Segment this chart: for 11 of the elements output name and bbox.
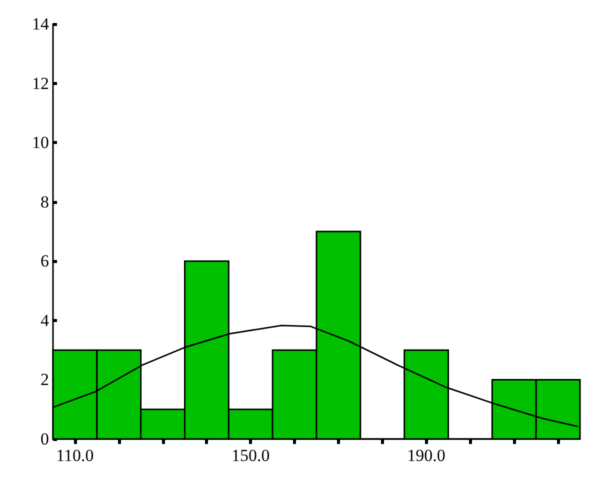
y-tick-label: 2: [40, 370, 49, 390]
y-tick-label: 12: [32, 74, 49, 93]
y-tick-label: 8: [40, 192, 49, 212]
x-tick-label: 150.0: [232, 446, 270, 465]
y-tick-label: 14: [32, 14, 50, 34]
y-tick-label: 6: [40, 252, 49, 271]
y-tick-label: 0: [40, 430, 49, 448]
x-tick-label: 110.0: [56, 446, 94, 465]
y-tick-label: 10: [32, 133, 49, 152]
x-tick-label: 190.0: [407, 446, 446, 465]
y-tick-label: 4: [40, 310, 50, 330]
